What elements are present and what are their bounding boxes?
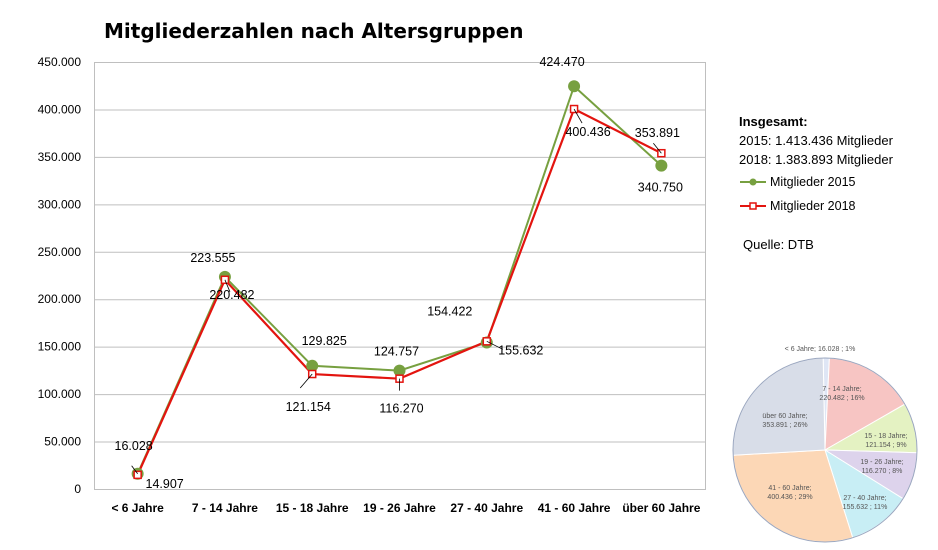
data-label-2018: 14.907 <box>146 477 184 491</box>
y-tick-label: 450.000 <box>38 55 82 69</box>
marker-2015 <box>306 359 319 372</box>
leader-line <box>653 142 662 154</box>
pie-slice <box>732 357 826 456</box>
series-lines <box>136 84 663 476</box>
y-tick-label: 50.000 <box>44 435 81 449</box>
chart-title: Mitgliederzahlen nach Altersgruppen <box>104 19 524 43</box>
marker-2015 <box>655 159 668 172</box>
source-note: Quelle: DTB <box>743 237 814 252</box>
summary-heading: Insgesamt: <box>739 114 808 129</box>
x-tick-label: 15 - 18 Jahre <box>276 501 349 515</box>
x-tick-label: 7 - 14 Jahre <box>192 501 258 515</box>
y-tick-label: 200.000 <box>38 292 82 306</box>
x-tick-label: über 60 Jahre <box>622 501 700 515</box>
data-label-2018: 220.482 <box>209 288 254 302</box>
x-tick-label: 41 - 60 Jahre <box>538 501 611 515</box>
summary-2015: 2015: 1.413.436 Mitglieder <box>739 133 894 148</box>
leader-line <box>573 108 583 124</box>
data-label-2015: 223.555 <box>190 251 235 265</box>
y-tick-label: 150.000 <box>38 340 82 354</box>
data-label-2018: 121.154 <box>286 400 331 414</box>
y-tick-label: 100.000 <box>38 387 82 401</box>
data-label-2015: 16.028 <box>115 439 153 453</box>
data-label-2018: 353.891 <box>635 126 680 140</box>
legend-label-2015: Mitglieder 2015 <box>770 175 856 189</box>
pie-slice-label: 19 - 26 Jahre; 116.270 ; 8% <box>860 459 903 475</box>
x-tick-label: 27 - 40 Jahre <box>450 501 523 515</box>
gridlines <box>94 109 705 443</box>
data-label-2018: 116.270 <box>379 402 423 416</box>
data-label-2015: 129.825 <box>302 334 347 348</box>
y-tick-label: 400.000 <box>38 102 82 116</box>
leader-line <box>486 340 503 350</box>
data-label-2015: 154.422 <box>427 304 472 318</box>
pie-slice-label: 7 - 14 Jahre; 220.482 ; 16% <box>819 386 864 402</box>
summary-2018: 2018: 1.383.893 Mitglieder <box>739 152 894 167</box>
data-label-2015: 124.757 <box>374 345 419 359</box>
pie-slice-label: < 6 Jahre; 16.028 ; 1% <box>785 346 856 353</box>
y-tick-label: 300.000 <box>38 197 82 211</box>
legend-marker-2015 <box>749 178 757 186</box>
pie-slice-label: 41 - 60 Jahre; 400.436 ; 29% <box>767 485 812 501</box>
data-label-2018: 155.632 <box>498 343 543 357</box>
legend-marker-2018 <box>749 202 757 210</box>
y-tick-label: 350.000 <box>38 150 82 164</box>
x-tick-label: < 6 Jahre <box>111 501 164 515</box>
legend-label-2018: Mitglieder 2018 <box>770 199 856 213</box>
pie-outline <box>732 357 918 543</box>
leader-line <box>299 373 313 389</box>
marker-2018 <box>133 470 142 480</box>
y-axis-ticks: 0 50.000 100.000 150.000 200.000 250.000 300.0… <box>38 55 82 496</box>
marker-2015 <box>568 80 581 93</box>
pie-slice-label: 27 - 40 Jahre; 155.632 ; 11% <box>843 495 888 511</box>
legend: Mitglieder 2015 Mitglieder 2018 <box>740 175 856 213</box>
series-markers <box>131 80 668 480</box>
leader-line <box>131 465 138 475</box>
pie-slice-label: über 60 Jahre; 353.891 ; 26% <box>762 413 807 429</box>
pie-slice-label: 15 - 18 Jahre; 121.154 ; 9% <box>864 433 907 449</box>
marker-2015 <box>393 364 406 377</box>
y-tick-label: 0 <box>74 482 81 496</box>
pie-labels: < 6 Jahre; 16.028 ; 1% 7 - 14 Jahre; 220.4… <box>762 346 907 511</box>
leader-line <box>224 279 231 292</box>
data-label-2015: 340.750 <box>638 181 683 195</box>
x-axis-categories: < 6 Jahre 7 - 14 Jahre 15 - 18 Jahre 19 - 2… <box>111 501 700 515</box>
data-label-2015: 424.470 <box>539 55 584 69</box>
label-leader-lines <box>131 108 662 475</box>
data-labels: 16.028 223.555 129.825 124.757 154.422 424.47… <box>115 55 683 491</box>
x-tick-label: 19 - 26 Jahre <box>363 501 436 515</box>
data-label-2018: 400.436 <box>565 125 610 139</box>
y-tick-label: 250.000 <box>38 245 82 259</box>
pie-chart <box>732 357 918 543</box>
plot-area-border <box>94 62 706 490</box>
